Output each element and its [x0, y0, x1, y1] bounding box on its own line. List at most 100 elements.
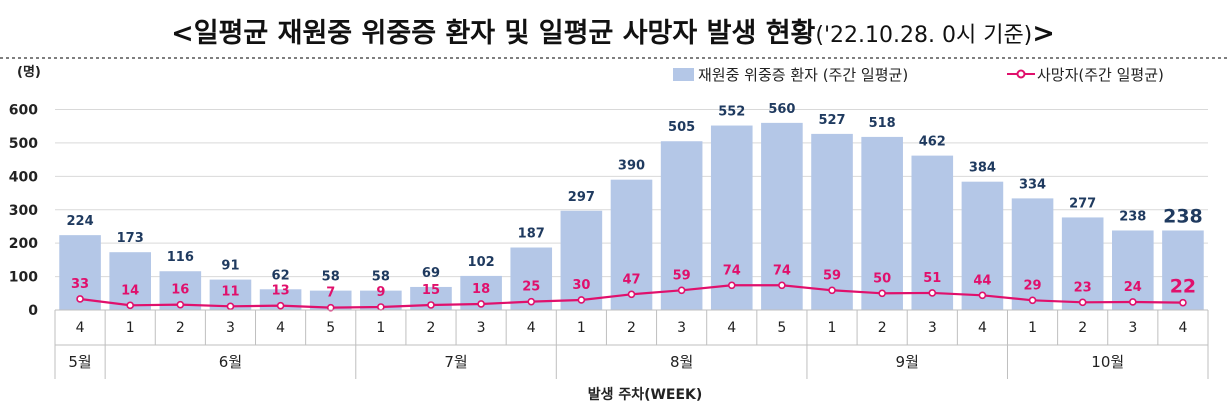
bar-data-label: 552 — [718, 105, 745, 120]
bar-data-label: 58 — [372, 270, 390, 285]
line-point — [577, 296, 586, 304]
chart-title-sub: ('22.10.28. 0시 기준) — [815, 23, 1032, 48]
x-category-label: 2 — [176, 320, 185, 336]
line-data-label: 13 — [272, 284, 290, 299]
x-category-label: 1 — [126, 320, 135, 336]
x-month-label: 10월 — [1091, 353, 1124, 371]
line-point — [427, 301, 435, 309]
bar-data-label: 390 — [618, 159, 645, 174]
line-point — [1078, 298, 1087, 307]
line-data-label: 74 — [773, 263, 791, 278]
y-tick-label: 500 — [9, 136, 38, 152]
bar-data-label: 518 — [869, 116, 896, 131]
line-point — [176, 300, 185, 309]
bar — [1162, 230, 1204, 310]
line-data-label: 30 — [572, 278, 590, 293]
line-point — [978, 291, 987, 300]
bar — [1061, 217, 1104, 310]
line-point — [326, 303, 335, 312]
x-category-label: 2 — [427, 320, 436, 336]
line-point — [878, 289, 886, 298]
x-category-label: 2 — [1078, 320, 1087, 336]
x-category-label: 4 — [76, 320, 85, 336]
line-point — [627, 290, 636, 299]
bar-data-label: 69 — [422, 266, 440, 281]
line-data-label: 18 — [472, 282, 490, 297]
bar-data-label: 116 — [167, 250, 194, 265]
x-category-label: 3 — [1128, 320, 1137, 336]
line-point — [276, 301, 285, 310]
x-category-label: 4 — [1178, 320, 1187, 336]
bar — [811, 133, 853, 310]
line-point — [1028, 296, 1037, 305]
bar — [309, 290, 352, 310]
x-category-label: 4 — [978, 320, 987, 336]
legend-label-bar: 재원중 위중증 환자 (주간 일평균) — [698, 66, 908, 84]
bar-data-label: 173 — [117, 231, 144, 246]
x-month-label: 8월 — [670, 353, 693, 371]
line-data-label: 24 — [1124, 280, 1142, 295]
line-point — [778, 281, 786, 290]
line-data-label: 11 — [221, 284, 239, 299]
bar — [710, 125, 753, 310]
legend-swatch-marker — [1016, 69, 1026, 79]
line-point — [377, 303, 385, 311]
line-data-label: 7 — [326, 286, 335, 301]
x-category-label: 3 — [928, 320, 937, 336]
bar-data-label: 187 — [518, 227, 545, 242]
line-point — [1129, 298, 1137, 306]
x-category-label: 1 — [1028, 320, 1037, 336]
x-category-label: 4 — [276, 320, 285, 336]
line-data-label: 29 — [1023, 278, 1041, 293]
chart-title-end: > — [1032, 18, 1055, 49]
line-data-label: 44 — [973, 273, 991, 288]
bar — [360, 290, 402, 310]
bar — [560, 210, 603, 310]
line-data-label: 9 — [376, 285, 385, 300]
bar-data-label: 238 — [1163, 205, 1203, 227]
line-point — [76, 295, 84, 303]
line-data-label: 47 — [622, 272, 640, 287]
line-point — [928, 289, 937, 297]
x-category-label: 3 — [677, 320, 686, 336]
legend-swatch-bar — [673, 68, 694, 81]
x-category-label: 5 — [326, 320, 335, 336]
bar-data-label: 334 — [1019, 177, 1046, 192]
line-data-label: 16 — [171, 283, 189, 298]
x-category-label: 4 — [527, 320, 536, 336]
bar-data-label: 462 — [919, 135, 946, 150]
bar — [1011, 198, 1054, 310]
bar-data-label: 505 — [668, 120, 695, 135]
chart-title-main: <일평균 재원중 위중증 환자 및 일평균 사망자 발생 현황 — [171, 18, 815, 49]
line-data-label: 74 — [723, 263, 741, 278]
x-month-label: 5월 — [68, 353, 91, 371]
y-tick-label: 600 — [9, 103, 38, 119]
line-point — [1179, 298, 1187, 307]
x-category-label: 2 — [627, 320, 636, 336]
line-data-label: 22 — [1170, 276, 1196, 298]
bar-data-label: 527 — [818, 113, 845, 128]
y-unit-label: (명) — [17, 64, 41, 80]
chart-title: <일평균 재원중 위중증 환자 및 일평균 사망자 발생 현황('22.10.2… — [171, 18, 1055, 49]
x-category-label: 1 — [376, 320, 385, 336]
y-tick-label: 0 — [28, 303, 38, 319]
x-axis: 4 1 2 3 4 5 1 2 3 4 1 2 3 4 5 1 2 3 4 1 2 3 4 5월 6월 7월 8월 9월 10월 — [54, 309, 1209, 379]
bar-data-label: 58 — [322, 270, 340, 285]
x-axis-title: 발생 주차(WEEK) — [588, 386, 703, 403]
bar — [660, 141, 703, 310]
line-data-label: 51 — [923, 271, 941, 286]
bar-data-label: 224 — [66, 214, 93, 229]
y-tick-label: 300 — [9, 203, 38, 219]
y-tick-label: 400 — [9, 169, 38, 185]
x-category-label: 3 — [226, 320, 235, 336]
bar-data-label: 62 — [272, 268, 290, 283]
bar — [109, 252, 151, 310]
x-category-label: 1 — [828, 320, 837, 336]
legend: 재원중 위중증 환자 (주간 일평균) 사망자(주간 일평균) — [673, 66, 1164, 84]
line-point — [527, 297, 536, 306]
line-data-label: 33 — [71, 277, 89, 292]
bar — [1112, 230, 1154, 310]
bar — [961, 181, 1004, 310]
